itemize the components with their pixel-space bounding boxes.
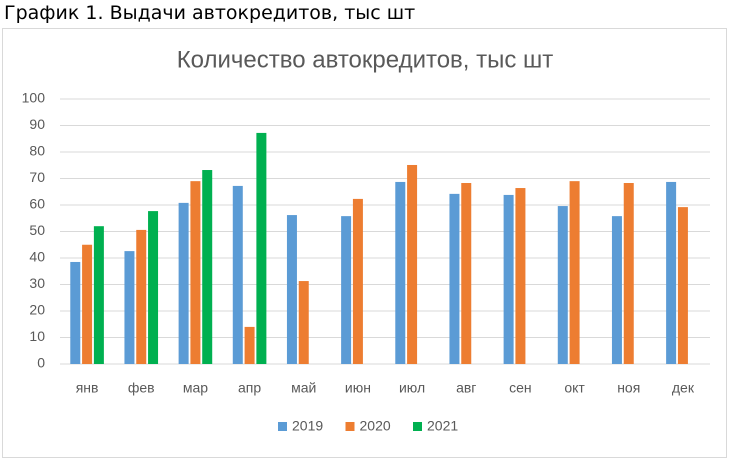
y-tick-label: 40 [29, 249, 45, 265]
y-tick-label: 10 [29, 328, 45, 344]
chart-title: Количество автокредитов, тыс шт [177, 46, 554, 73]
legend-label: 2019 [292, 418, 323, 434]
bar [256, 132, 267, 364]
x-tick-label: окт [564, 380, 585, 396]
x-tick-label: фев [128, 380, 155, 396]
bar [148, 211, 159, 364]
bar [178, 202, 189, 364]
x-tick-label: май [291, 380, 316, 396]
bar [503, 194, 514, 364]
bar [611, 216, 622, 364]
y-tick-label: 90 [29, 116, 45, 132]
bar [352, 198, 363, 364]
legend-label: 2020 [360, 418, 391, 434]
x-tick-label: авг [456, 380, 476, 396]
bar [93, 226, 104, 364]
bar [298, 281, 309, 364]
x-tick-label: ноя [617, 380, 640, 396]
y-tick-label: 50 [29, 222, 45, 238]
legend-swatch [278, 422, 287, 431]
bar [232, 185, 243, 364]
bar [623, 183, 634, 364]
bar [124, 251, 135, 364]
y-tick-label: 0 [37, 355, 45, 371]
bar [461, 183, 472, 364]
bar [244, 326, 255, 364]
legend-label: 2021 [427, 418, 458, 434]
bar [286, 215, 297, 364]
bar [515, 188, 526, 364]
bar [190, 181, 201, 364]
bar [569, 181, 580, 364]
bar [449, 193, 460, 364]
y-tick-label: 80 [29, 143, 45, 159]
x-tick-label: июл [399, 380, 425, 396]
caption: График 1. Выдачи автокредитов, тыс шт [4, 2, 416, 24]
bar [677, 207, 688, 364]
bar [407, 164, 418, 364]
bar [666, 181, 677, 364]
bar [70, 261, 81, 364]
x-tick-label: сен [509, 380, 532, 396]
bar [341, 216, 352, 364]
y-tick-label: 60 [29, 196, 45, 212]
chart-frame [2, 28, 727, 458]
legend-swatch [413, 422, 422, 431]
x-tick-label: апр [238, 380, 261, 396]
bar [136, 229, 147, 364]
y-tick-label: 100 [22, 90, 46, 106]
bar [82, 244, 93, 364]
y-tick-label: 30 [29, 275, 45, 291]
x-tick-label: июн [345, 380, 371, 396]
x-tick-label: янв [76, 380, 99, 396]
y-tick-label: 70 [29, 169, 45, 185]
x-tick-label: мар [183, 380, 208, 396]
y-tick-label: 20 [29, 302, 45, 318]
bar [395, 181, 406, 364]
bar [202, 170, 213, 364]
x-tick-label: дек [672, 380, 695, 396]
legend-swatch [345, 422, 355, 431]
bar [557, 206, 568, 364]
